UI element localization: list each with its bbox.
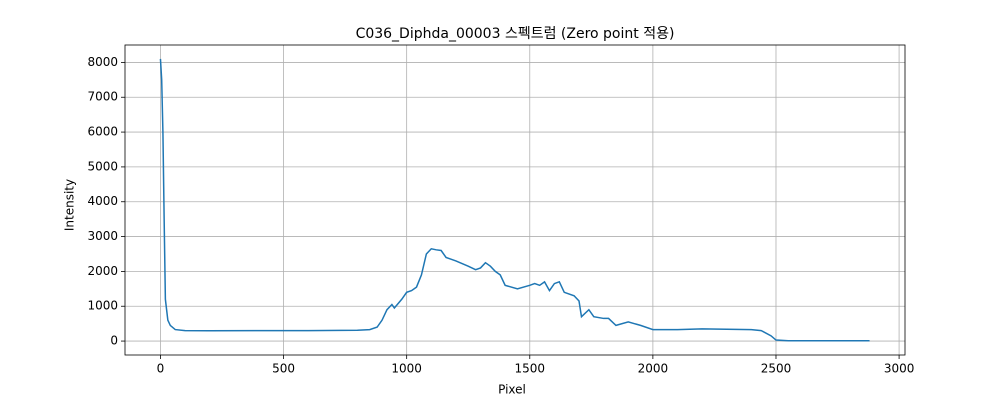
data-line <box>159 58 870 342</box>
y-tick-label: 8000 <box>87 55 118 69</box>
chart-title: C036_Diphda_00003 스펙트럼 (Zero point 적용) <box>356 26 675 42</box>
y-tick-label: 1000 <box>87 299 118 313</box>
x-tick-label: 1000 <box>391 362 422 376</box>
y-tick-label: 3000 <box>87 229 118 243</box>
x-tick-label: 2000 <box>638 362 669 376</box>
x-tick-label: 2500 <box>761 362 792 376</box>
x-tick-label: 3000 <box>884 362 915 376</box>
y-tick-label: 5000 <box>87 159 118 173</box>
y-tick-label: 7000 <box>87 90 118 104</box>
plot-frame <box>124 44 906 356</box>
x-tick-label: 500 <box>272 362 295 376</box>
y-tick-label: 4000 <box>87 194 118 208</box>
y-tick-label: 0 <box>110 334 118 348</box>
y-axis-label: Intensity <box>63 179 77 231</box>
x-tick-label: 0 <box>157 362 165 376</box>
x-tick-label: 1500 <box>514 362 545 376</box>
y-tick-label: 6000 <box>87 125 118 139</box>
y-tick-label: 2000 <box>87 264 118 278</box>
x-axis-label: Pixel <box>498 383 526 397</box>
